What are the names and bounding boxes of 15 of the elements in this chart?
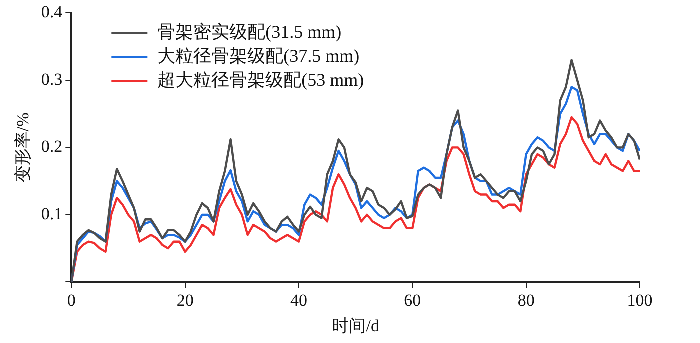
x-tick-label: 100 [627, 290, 653, 310]
legend-label: 超大粒径骨架级配(53 mm) [158, 70, 364, 90]
legend-label: 大粒径骨架级配(37.5 mm) [158, 46, 360, 66]
x-axis-title: 时间/d [332, 316, 380, 336]
x-tick-label: 80 [518, 290, 535, 310]
y-tick-label: 0.4 [41, 2, 64, 22]
y-tick-label: 0.1 [41, 204, 63, 224]
x-tick-label: 20 [176, 290, 194, 310]
y-axis-title: 变形率/% [14, 112, 33, 183]
x-tick-label: 0 [67, 290, 76, 310]
y-tick-label: 0.3 [41, 70, 63, 89]
x-tick-label: 40 [290, 290, 308, 310]
legend-label: 骨架密实级配(31.5 mm) [158, 22, 342, 42]
x-tick-label: 60 [404, 290, 422, 310]
y-tick-label: 0.2 [41, 137, 63, 156]
